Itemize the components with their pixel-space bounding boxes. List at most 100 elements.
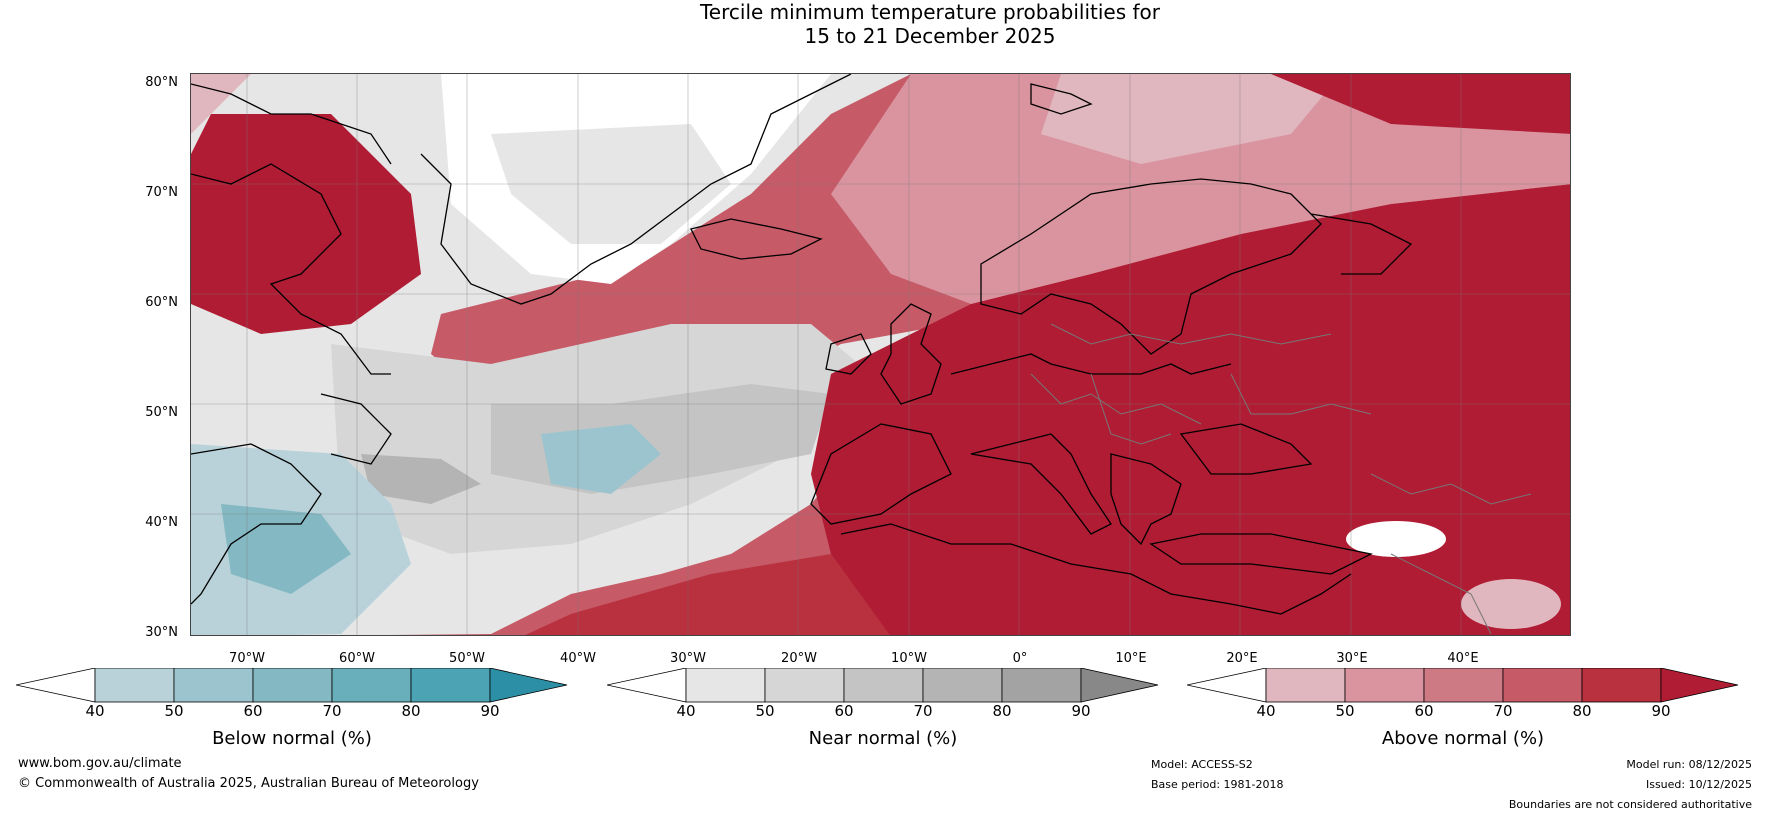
map-title: Tercile minimum temperature probabilitie… bbox=[0, 0, 1770, 48]
near-normal-title: Near normal (%) bbox=[808, 728, 958, 749]
probability-map bbox=[190, 73, 1571, 636]
lat-label-30n: 30°N bbox=[145, 625, 178, 640]
arctic-ocean-above-light bbox=[1041, 74, 1341, 164]
lat-label-80n: 80°N bbox=[145, 75, 178, 90]
middle-east-light-patch bbox=[1461, 579, 1561, 629]
white-sea-coast bbox=[1310, 213, 1413, 275]
near-bin-50 bbox=[764, 668, 845, 703]
above-tick-60: 60 bbox=[1414, 702, 1434, 720]
barents-above-core bbox=[1271, 74, 1570, 134]
iceland-coast bbox=[690, 218, 823, 260]
above-bin-40 bbox=[1265, 668, 1346, 703]
near-tick-40: 40 bbox=[676, 702, 696, 720]
lon-label-70w: 70°W bbox=[229, 651, 265, 666]
lon-label-50w: 50°W bbox=[449, 651, 485, 666]
lat-label-40n: 40°N bbox=[145, 515, 178, 530]
greenland-coast bbox=[420, 74, 852, 305]
lon-label-10e: 10°E bbox=[1115, 651, 1147, 666]
near-bin-70 bbox=[922, 668, 1003, 703]
below-normal-mid-atlantic bbox=[541, 424, 661, 494]
footer-website: www.bom.gov.au/climate bbox=[18, 756, 182, 771]
near-extend-low bbox=[607, 668, 687, 703]
above-bin-50 bbox=[1344, 668, 1425, 703]
coastlines bbox=[191, 74, 1413, 615]
near-bin-80 bbox=[1001, 668, 1082, 703]
anatolia-coast bbox=[1149, 533, 1373, 575]
footer-issued: Issued: 10/12/2025 bbox=[1645, 778, 1752, 791]
below-tick-80: 80 bbox=[401, 702, 421, 720]
near-extend-high bbox=[1080, 668, 1159, 703]
iberia-coast bbox=[810, 423, 952, 525]
atlantic-south-above bbox=[525, 554, 890, 635]
near-bin-60 bbox=[843, 668, 924, 703]
arctic-above-light bbox=[191, 74, 251, 134]
near-tick-80: 80 bbox=[992, 702, 1012, 720]
baffin-above-core bbox=[191, 114, 421, 334]
below-bin-80 bbox=[410, 668, 491, 703]
below-tick-50: 50 bbox=[164, 702, 184, 720]
above-bin-70 bbox=[1502, 668, 1583, 703]
footer-model: Model: ACCESS-S2 bbox=[1151, 758, 1253, 771]
balkans-coast bbox=[1110, 453, 1182, 546]
above-tick-90: 90 bbox=[1651, 702, 1671, 720]
above-extend-low bbox=[1187, 668, 1267, 703]
lon-label-10w: 10°W bbox=[891, 651, 927, 666]
footer-copyright: © Commonwealth of Australia 2025, Austra… bbox=[18, 776, 479, 791]
below-bin-60 bbox=[252, 668, 333, 703]
below-normal-sw-core bbox=[221, 504, 351, 594]
below-extend-low bbox=[16, 668, 96, 703]
lon-label-30e: 30°E bbox=[1336, 651, 1368, 666]
near-tick-70: 70 bbox=[913, 702, 933, 720]
near-tick-50: 50 bbox=[755, 702, 775, 720]
italy-coast bbox=[970, 433, 1112, 535]
below-tick-40: 40 bbox=[85, 702, 105, 720]
graticule bbox=[191, 74, 1570, 635]
lon-label-40w: 40°W bbox=[560, 651, 596, 666]
north-atlantic-above-light bbox=[831, 74, 1570, 304]
colorbar-below-normal bbox=[16, 668, 568, 703]
country-borders bbox=[1030, 323, 1532, 635]
baffin-coast bbox=[191, 163, 391, 375]
arctic-canada-coast bbox=[191, 83, 392, 165]
below-extend-high bbox=[489, 668, 568, 703]
lon-label-40e: 40°E bbox=[1447, 651, 1479, 666]
map-svg bbox=[191, 74, 1570, 635]
above-normal-title: Above normal (%) bbox=[1381, 728, 1545, 749]
below-bin-70 bbox=[331, 668, 412, 703]
near-tick-90: 90 bbox=[1071, 702, 1091, 720]
footer-disclaimer: Boundaries are not considered authoritat… bbox=[1508, 798, 1752, 811]
above-tick-50: 50 bbox=[1335, 702, 1355, 720]
nova-scotia-coast bbox=[191, 443, 322, 605]
lon-label-20w: 20°W bbox=[781, 651, 817, 666]
above-tick-70: 70 bbox=[1493, 702, 1513, 720]
lon-label-60w: 60°W bbox=[339, 651, 375, 666]
footer-model-run: Model run: 08/12/2025 bbox=[1626, 758, 1752, 771]
near-tick-60: 60 bbox=[834, 702, 854, 720]
below-bin-40 bbox=[94, 668, 175, 703]
colorbar-above-normal bbox=[1187, 668, 1739, 703]
colorbar-near-normal bbox=[607, 668, 1159, 703]
title-line-2: 15 to 21 December 2025 bbox=[804, 24, 1056, 48]
lon-label-20e: 20°E bbox=[1226, 651, 1258, 666]
lon-label-30w: 30°W bbox=[670, 651, 706, 666]
below-tick-90: 90 bbox=[480, 702, 500, 720]
north-africa-coast bbox=[840, 523, 1352, 615]
below-tick-70: 70 bbox=[322, 702, 342, 720]
footer-base-period: Base period: 1981-2018 bbox=[1151, 778, 1284, 791]
near-bin-40 bbox=[685, 668, 766, 703]
above-bin-60 bbox=[1423, 668, 1504, 703]
below-bin-50 bbox=[173, 668, 254, 703]
title-line-1: Tercile minimum temperature probabilitie… bbox=[699, 0, 1161, 24]
svalbard-coast bbox=[1030, 83, 1093, 115]
above-bin-80 bbox=[1581, 668, 1662, 703]
below-tick-60: 60 bbox=[243, 702, 263, 720]
black-sea-coast bbox=[1179, 423, 1313, 475]
above-extend-high bbox=[1660, 668, 1739, 703]
lon-label-0: 0° bbox=[1012, 651, 1028, 666]
lat-label-50n: 50°N bbox=[145, 405, 178, 420]
lat-label-60n: 60°N bbox=[145, 295, 178, 310]
above-tick-40: 40 bbox=[1256, 702, 1276, 720]
newfoundland-coast bbox=[320, 393, 392, 465]
scandinavia-coast bbox=[980, 178, 1322, 355]
great-britain-coast bbox=[880, 303, 942, 405]
